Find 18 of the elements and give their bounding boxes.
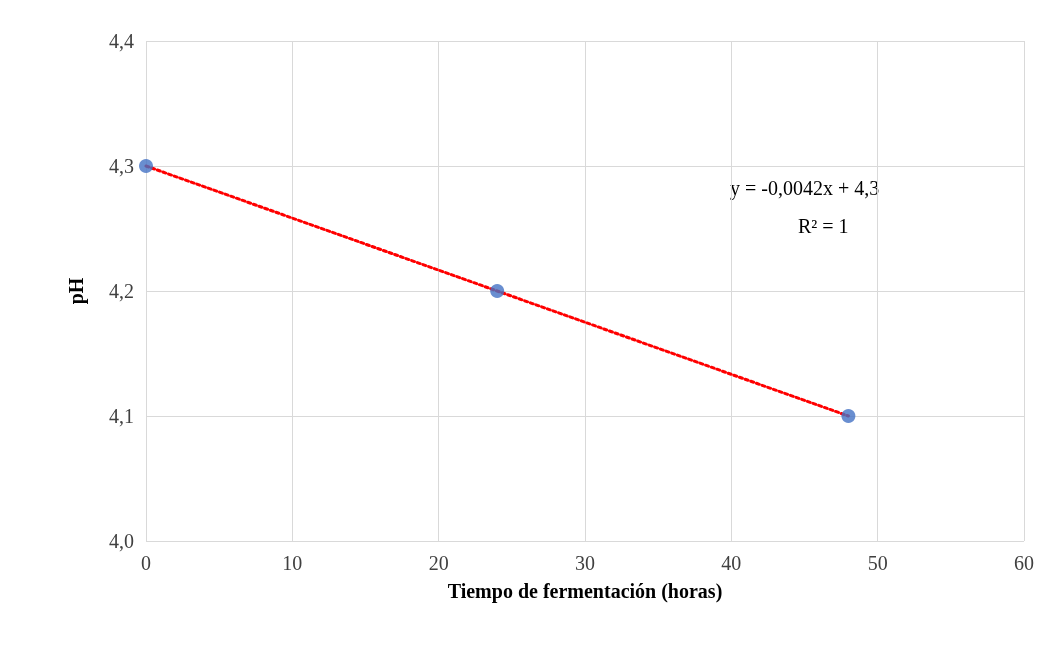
y-tick-label: 4,2 (109, 280, 134, 302)
point (841, 409, 856, 423)
x-tick-label: 10 (282, 552, 303, 574)
y-tick-label: 4,1 (109, 405, 134, 427)
x-tick-label: 60 (1014, 552, 1034, 574)
point (490, 284, 505, 298)
x-tick-label: 30 (575, 552, 595, 574)
x-tick-label: 0 (141, 552, 151, 574)
point (139, 159, 153, 173)
y-tick-label: 4,3 (109, 155, 134, 177)
x-tick-label: 20 (428, 552, 449, 574)
x-tick-label: 50 (867, 552, 888, 574)
y-axis-title: pH (65, 277, 88, 305)
y-tick-label: 4,0 (109, 530, 134, 552)
x-tick-label: 40 (721, 552, 742, 574)
x-axis-title: Tiempo de fermentación (horas) (447, 580, 723, 603)
y-tick-label: 4,4 (109, 30, 134, 52)
annotation: R² = 1 (798, 215, 849, 237)
